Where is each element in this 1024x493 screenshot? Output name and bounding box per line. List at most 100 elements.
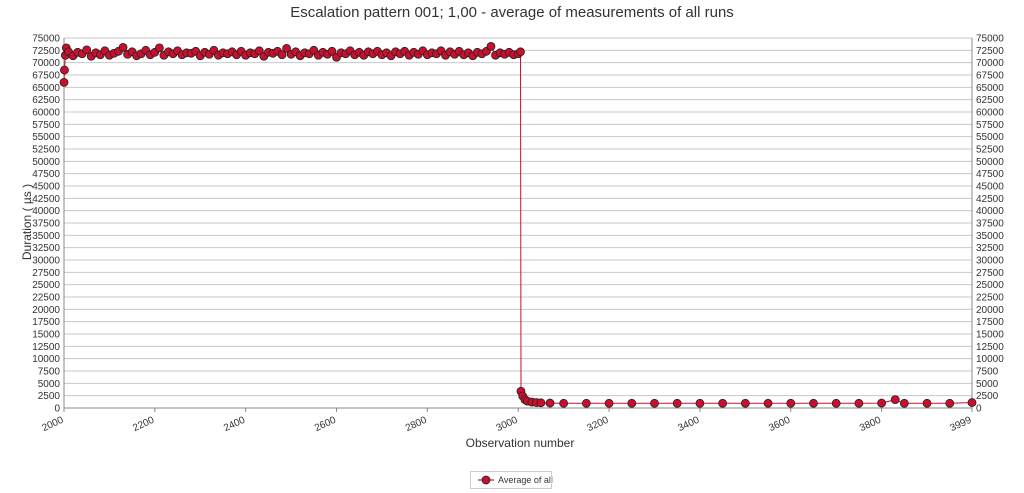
y-tick-label: 72500	[32, 46, 60, 57]
y-tick-label: 62500	[32, 95, 60, 106]
data-point	[890, 395, 900, 405]
y-tick-label: 30000	[32, 256, 60, 267]
y-tick-label-right: 5000	[976, 379, 999, 390]
x-tick-label: 2600	[313, 415, 338, 435]
y-tick-label-right: 62500	[976, 95, 1004, 106]
data-point	[604, 398, 614, 408]
y-tick-label-right: 25000	[976, 280, 1004, 291]
y-tick-label-right: 67500	[976, 71, 1004, 82]
x-tick-label: 2800	[404, 415, 429, 435]
y-tick-label: 75000	[32, 34, 60, 45]
y-tick-label-right: 37500	[976, 219, 1004, 230]
y-tick-label-right: 72500	[976, 46, 1004, 57]
x-tick-label: 2000	[40, 415, 65, 435]
grid-lines	[63, 37, 973, 409]
y-tick-label: 2500	[38, 391, 61, 402]
y-tick-label: 65000	[32, 83, 60, 94]
y-axis-title: Duration ( µs )	[20, 184, 34, 260]
y-tick-label-right: 50000	[976, 157, 1004, 168]
data-point	[516, 47, 525, 57]
y-tick-label: 42500	[32, 194, 60, 205]
data-point	[967, 398, 977, 407]
data-point	[82, 45, 92, 55]
x-tick-label: 3999	[948, 415, 973, 435]
y-tick-label-right: 75000	[976, 34, 1004, 45]
y-tick-label: 25000	[32, 280, 60, 291]
x-tick-label: 3000	[495, 415, 520, 435]
legend-label: Average of all	[498, 475, 553, 485]
y-tick-label: 27500	[32, 268, 60, 279]
data-point	[627, 398, 637, 408]
data-point	[899, 398, 909, 408]
data-point	[60, 65, 69, 75]
x-tick-label: 2400	[222, 415, 247, 435]
y-tick-label-right: 0	[976, 404, 982, 415]
data-point	[877, 398, 887, 408]
y-tick-label: 37500	[32, 219, 60, 230]
y-tick-label-right: 2500	[976, 391, 999, 402]
y-tick-label-right: 32500	[976, 243, 1004, 254]
data-point	[59, 78, 69, 87]
y-tick-label-right: 52500	[976, 145, 1004, 156]
y-tick-label-right: 22500	[976, 293, 1004, 304]
data-point	[718, 398, 728, 408]
y-tick-label-right: 42500	[976, 194, 1004, 205]
y-tick-label-right: 40000	[976, 206, 1004, 217]
y-tick-label-right: 70000	[976, 58, 1004, 69]
data-point	[282, 43, 291, 53]
data-point	[154, 43, 164, 53]
x-tick-label: 3400	[676, 415, 701, 435]
y-tick-label-right: 60000	[976, 108, 1004, 119]
data-point	[277, 50, 287, 60]
y-tick-label: 60000	[32, 108, 60, 119]
x-tick-label: 3200	[586, 415, 611, 435]
chart-title: Escalation pattern 001; 1,00 - average o…	[290, 4, 734, 21]
y-tick-label: 57500	[32, 120, 60, 131]
data-point	[559, 398, 569, 408]
data-point	[695, 398, 705, 408]
y-tick-label-right: 30000	[976, 256, 1004, 267]
y-tick-label: 17500	[32, 317, 60, 328]
data-point	[854, 398, 864, 408]
y-tick-label: 67500	[32, 71, 60, 82]
y-tick-label-right: 10000	[976, 354, 1004, 365]
y-tick-label-right: 65000	[976, 83, 1004, 94]
y-tick-label: 0	[54, 404, 60, 415]
x-tick-label: 3800	[858, 415, 883, 435]
y-tick-label: 52500	[32, 145, 60, 156]
data-point	[672, 398, 682, 408]
data-point	[922, 398, 932, 408]
data-point	[118, 42, 128, 52]
y-tick-label: 45000	[32, 182, 60, 193]
y-tick-label: 15000	[32, 330, 60, 341]
data-point	[740, 398, 750, 408]
legend[interactable]: Average of all	[478, 475, 553, 485]
y-tick-label-right: 45000	[976, 182, 1004, 193]
y-tick-label-right: 27500	[976, 268, 1004, 279]
y-tick-label-right: 7500	[976, 367, 999, 378]
y-tick-label-right: 57500	[976, 120, 1004, 131]
y-tick-label-right: 47500	[976, 169, 1004, 180]
data-point	[831, 398, 841, 408]
y-tick-label: 35000	[32, 231, 60, 242]
data-point	[945, 398, 955, 408]
y-tick-label: 12500	[32, 342, 60, 353]
data-point	[327, 46, 337, 56]
series-average-of-all	[59, 41, 977, 408]
x-axis-title: Observation number	[466, 436, 575, 450]
data-point	[486, 41, 496, 51]
y-tick-label-right: 12500	[976, 342, 1004, 353]
y-tick-label: 20000	[32, 305, 60, 316]
x-tick-label: 3600	[767, 415, 792, 435]
x-tick-label: 2200	[131, 415, 156, 435]
y-tick-label: 40000	[32, 206, 60, 217]
data-point	[763, 398, 773, 408]
data-point	[545, 398, 555, 408]
y-tick-label: 50000	[32, 157, 60, 168]
legend-box	[470, 471, 552, 489]
legend-marker	[481, 475, 491, 485]
y-tick-label: 47500	[32, 169, 60, 180]
y-tick-label: 70000	[32, 58, 60, 69]
